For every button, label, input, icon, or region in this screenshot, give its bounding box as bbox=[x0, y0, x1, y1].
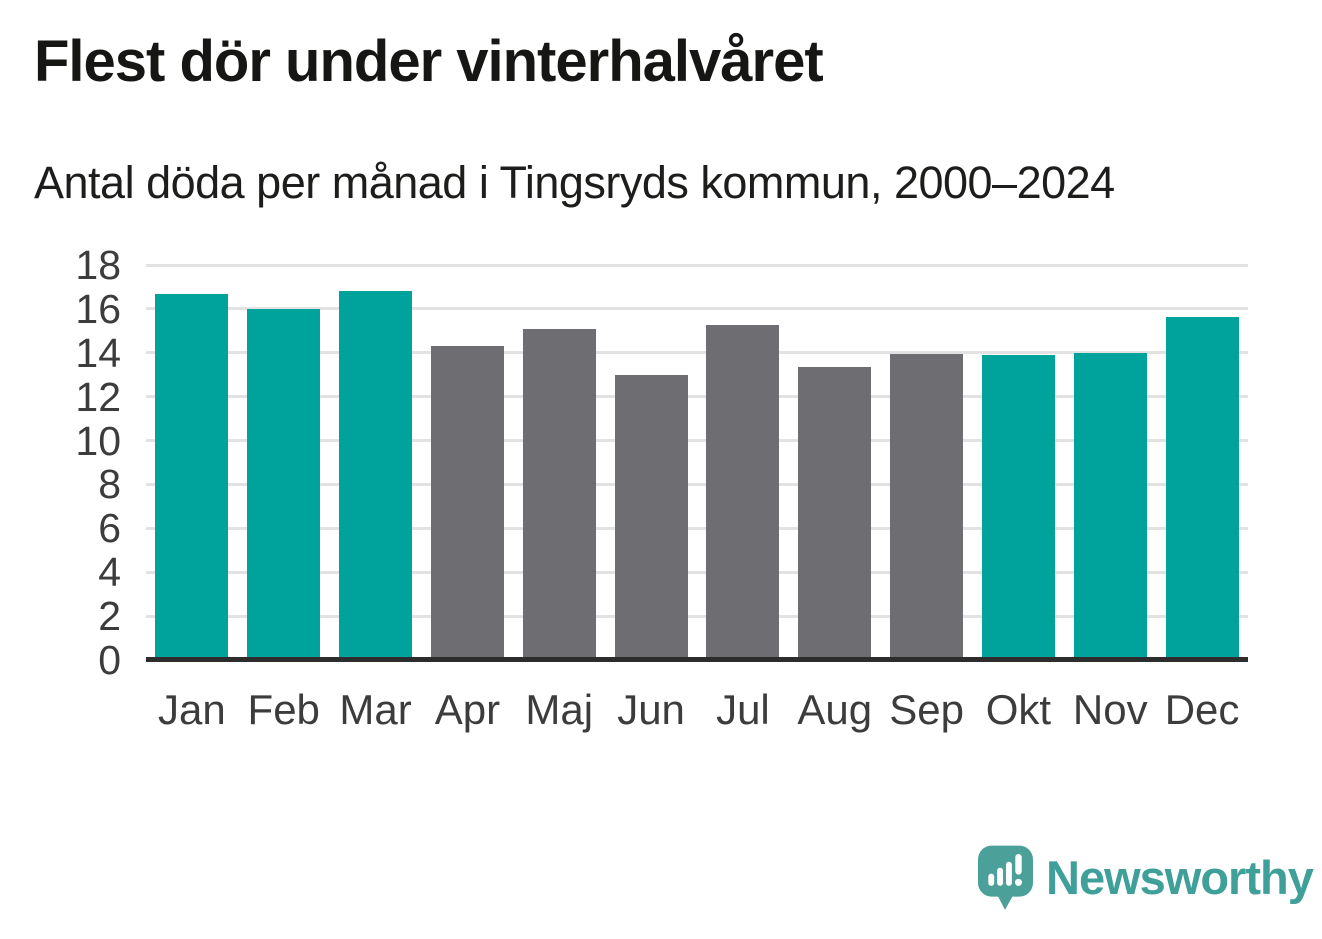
logo-bar-3 bbox=[1005, 861, 1012, 886]
bar-jun bbox=[614, 374, 688, 660]
bar-feb bbox=[247, 308, 321, 660]
x-tick-label-apr: Apr bbox=[434, 686, 501, 733]
y-tick-label-0: 0 bbox=[98, 637, 121, 683]
y-axis: 0 2 4 6 8 10 12 14 16 18 bbox=[0, 0, 121, 939]
y-tick-label-4: 4 bbox=[98, 549, 121, 596]
logo-bar-2 bbox=[997, 867, 1004, 886]
y-tick-label-12: 12 bbox=[75, 373, 121, 420]
bar-dec bbox=[1165, 316, 1239, 660]
x-tick-label-jan: Jan bbox=[158, 686, 226, 733]
x-axis-baseline bbox=[146, 657, 1248, 662]
gridline-6 bbox=[146, 526, 1248, 530]
y-tick-label-18: 18 bbox=[75, 242, 121, 288]
y-tick-label-16: 16 bbox=[75, 285, 121, 332]
plot-area bbox=[146, 263, 1248, 662]
logo-bar-1 bbox=[988, 873, 995, 886]
gridline-18 bbox=[146, 263, 1248, 267]
x-tick-label-jun: Jun bbox=[617, 686, 685, 733]
brand-wordmark: Newsworthy bbox=[1046, 851, 1314, 904]
y-tick-label-14: 14 bbox=[75, 329, 121, 376]
x-tick-label-okt: Okt bbox=[985, 686, 1052, 733]
x-tick-label-nov: Nov bbox=[1072, 686, 1148, 733]
gridline-8 bbox=[146, 482, 1248, 486]
bar-jul bbox=[706, 325, 780, 660]
bar-aug bbox=[798, 367, 872, 660]
y-tick-label-8: 8 bbox=[98, 461, 121, 508]
newsworthy-speech-bubble-bar-chart-icon bbox=[978, 845, 1033, 910]
gridline-16 bbox=[146, 307, 1248, 311]
bar-maj bbox=[522, 328, 596, 660]
y-tick-label-2: 2 bbox=[98, 593, 121, 640]
chart-title: Flest dör under vinterhalvåret bbox=[34, 29, 824, 94]
x-tick-label-aug: Aug bbox=[797, 686, 873, 733]
bar-nov bbox=[1073, 352, 1147, 660]
x-tick-label-feb: Feb bbox=[247, 686, 320, 733]
logo-exclamation-dot bbox=[1014, 878, 1022, 886]
x-tick-label-sep: Sep bbox=[889, 686, 964, 733]
bar-mar bbox=[339, 291, 413, 660]
bar-sep bbox=[890, 353, 964, 660]
newsworthy-logo: Newsworthy bbox=[978, 845, 1314, 911]
x-tick-label-dec: Dec bbox=[1164, 686, 1240, 733]
y-tick-label-10: 10 bbox=[75, 417, 121, 464]
x-tick-label-jul: Jul bbox=[716, 686, 770, 733]
speech-bubble-shape bbox=[978, 845, 1033, 910]
gridline-4 bbox=[146, 570, 1248, 574]
bar-okt bbox=[981, 354, 1055, 660]
bar-apr bbox=[430, 346, 504, 660]
logo-exclamation-stem bbox=[1015, 853, 1022, 875]
x-tick-label-maj: Maj bbox=[525, 686, 594, 733]
x-tick-label-mar: Mar bbox=[339, 686, 412, 733]
x-axis: Jan Feb Mar Apr Maj Jun Jul Aug Sep Okt Nov Dec bbox=[146, 684, 1248, 744]
bar-jan bbox=[155, 293, 229, 660]
gridline-14 bbox=[146, 351, 1248, 355]
chart-subtitle: Antal döda per månad i Tingsryds kommun,… bbox=[34, 157, 1115, 208]
gridline-10 bbox=[146, 439, 1248, 443]
gridline-12 bbox=[146, 395, 1248, 399]
y-tick-label-6: 6 bbox=[98, 505, 121, 552]
gridline-2 bbox=[146, 614, 1248, 618]
